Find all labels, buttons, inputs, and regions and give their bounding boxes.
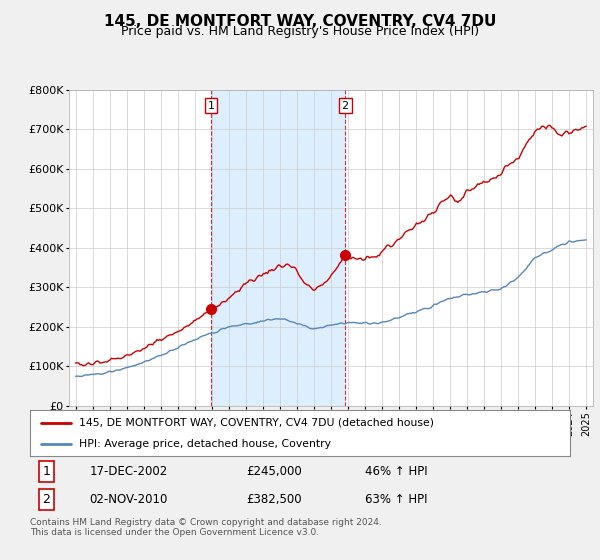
Text: 02-NOV-2010: 02-NOV-2010 — [89, 493, 168, 506]
Text: 145, DE MONTFORT WAY, COVENTRY, CV4 7DU: 145, DE MONTFORT WAY, COVENTRY, CV4 7DU — [104, 14, 496, 29]
Text: 17-DEC-2002: 17-DEC-2002 — [89, 465, 167, 478]
Text: Price paid vs. HM Land Registry's House Price Index (HPI): Price paid vs. HM Land Registry's House … — [121, 25, 479, 38]
Bar — [211, 90, 345, 406]
Text: 63% ↑ HPI: 63% ↑ HPI — [365, 493, 427, 506]
Text: 46% ↑ HPI: 46% ↑ HPI — [365, 465, 427, 478]
Text: 2: 2 — [341, 101, 349, 111]
Text: 145, DE MONTFORT WAY, COVENTRY, CV4 7DU (detached house): 145, DE MONTFORT WAY, COVENTRY, CV4 7DU … — [79, 418, 434, 428]
Text: Contains HM Land Registry data © Crown copyright and database right 2024.
This d: Contains HM Land Registry data © Crown c… — [30, 518, 382, 538]
Text: 1: 1 — [208, 101, 215, 111]
Text: £382,500: £382,500 — [246, 493, 302, 506]
Text: £245,000: £245,000 — [246, 465, 302, 478]
Text: HPI: Average price, detached house, Coventry: HPI: Average price, detached house, Cove… — [79, 439, 331, 449]
Text: 2: 2 — [42, 493, 50, 506]
Text: 1: 1 — [42, 465, 50, 478]
